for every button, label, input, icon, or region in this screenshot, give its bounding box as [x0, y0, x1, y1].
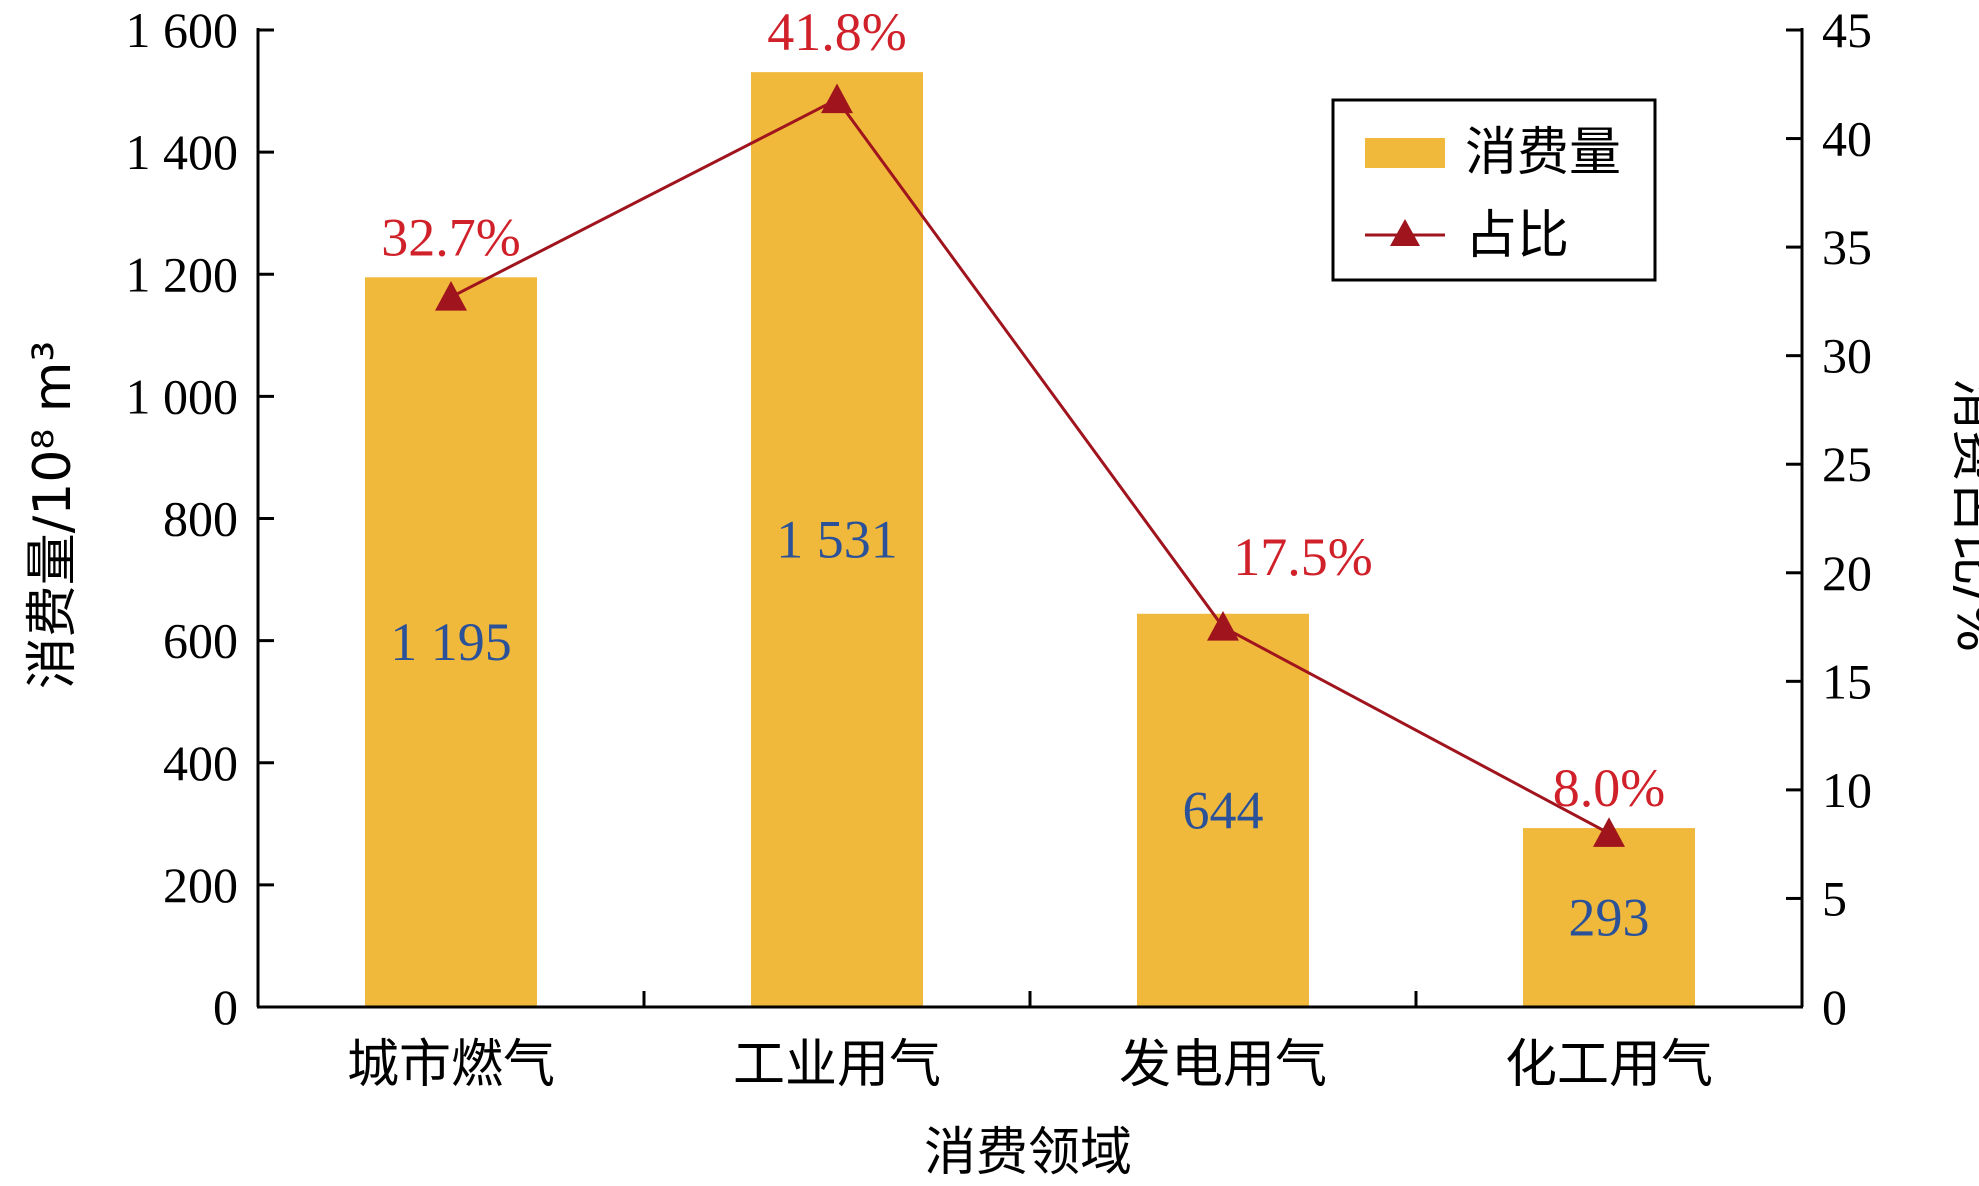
x-axis-title: 消费领域 [924, 1123, 1132, 1183]
line-marker-2 [1207, 611, 1239, 641]
pct-label-1: 41.8% [767, 2, 906, 62]
line-marker-0 [435, 281, 467, 311]
legend-box [1331, 98, 1657, 282]
y-right-tick-label-1: 5 [1822, 870, 1847, 926]
bar-2 [1137, 613, 1309, 1007]
y-axis-left-title: 消费量/10⁸ m³ [23, 341, 83, 690]
y-right-tick-label-6: 30 [1822, 328, 1872, 384]
x-tick-label-2: 发电用气 [1119, 1035, 1327, 1095]
legend: 消费量 占比 [1331, 98, 1657, 282]
x-tick-label-0: 城市燃气 [347, 1035, 555, 1095]
bars-layer [365, 72, 1695, 1008]
legend-label-bar: 消费量 [1465, 123, 1621, 183]
pct-label-2: 17.5% [1233, 527, 1372, 587]
bar-value-label-3: 293 [1569, 888, 1650, 948]
bar-value-label-1: 1 531 [776, 510, 898, 570]
bar-0 [365, 277, 537, 1008]
y-right-tick-label-0: 0 [1822, 979, 1847, 1035]
line-marker-3 [1593, 817, 1625, 847]
legend-swatch-marker [1390, 219, 1420, 246]
bar-3 [1523, 828, 1695, 1007]
bar-value-label-0: 1 195 [390, 612, 512, 672]
x-tick-label-1: 工业用气 [733, 1035, 941, 1095]
y-left-tick-label-1: 200 [163, 857, 238, 913]
bar-value-label-2: 644 [1183, 780, 1264, 840]
x-tick-label-3: 化工用气 [1505, 1035, 1713, 1095]
pct-label-0: 32.7% [381, 207, 520, 267]
y-left-tick-label-4: 800 [163, 491, 238, 547]
y-left-tick-label-8: 1 600 [126, 2, 239, 58]
y-right-tick-label-5: 25 [1822, 436, 1872, 492]
y-right-tick-label-4: 20 [1822, 545, 1872, 601]
line-marker-1 [821, 83, 853, 114]
labels-layer: 1 195 1 531 644 293 32.7% 41.8% 17.5% 8.0% [381, 2, 1665, 947]
y-left-tick-label-6: 1 200 [126, 246, 239, 302]
bar-1 [751, 72, 923, 1008]
pct-label-3: 8.0% [1553, 758, 1665, 818]
line-layer [435, 83, 1625, 847]
y-right-tick-label-7: 35 [1822, 219, 1872, 275]
y-left-tick-label-7: 1 400 [126, 124, 239, 180]
y-left-tick-label-3: 600 [163, 613, 238, 669]
legend-swatch-bar [1365, 138, 1445, 168]
legend-label-line: 占比 [1465, 206, 1569, 266]
y-right-tick-label-8: 40 [1822, 111, 1872, 167]
y-right-tick-label-3: 15 [1822, 653, 1872, 709]
y-left-tick-label-5: 1 000 [126, 368, 239, 424]
y-right-tick-label-9: 45 [1822, 2, 1872, 58]
y-left-tick-label-2: 400 [163, 735, 238, 791]
y-left-tick-label-0: 0 [213, 979, 238, 1035]
y-right-tick-label-2: 10 [1822, 762, 1872, 818]
line-series-path [450, 97, 1610, 835]
y-axis-right-title: 消费占比/% [1945, 378, 1979, 653]
